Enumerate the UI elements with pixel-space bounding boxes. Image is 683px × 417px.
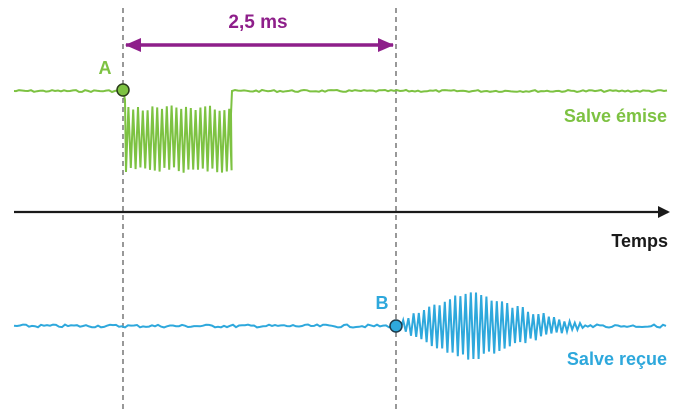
emitted-signal bbox=[13, 88, 668, 173]
received-signal bbox=[13, 292, 667, 360]
point-b-marker bbox=[389, 319, 403, 333]
time-axis-label: Temps bbox=[611, 231, 668, 251]
point-a-marker bbox=[116, 83, 130, 97]
emitted-signal-label: Salve émise bbox=[564, 106, 667, 126]
received-signal-label: Salve reçue bbox=[567, 349, 667, 369]
measure-label: 2,5 ms bbox=[228, 12, 287, 33]
point-a-label: A bbox=[99, 58, 112, 78]
point-b-label: B bbox=[376, 293, 389, 313]
